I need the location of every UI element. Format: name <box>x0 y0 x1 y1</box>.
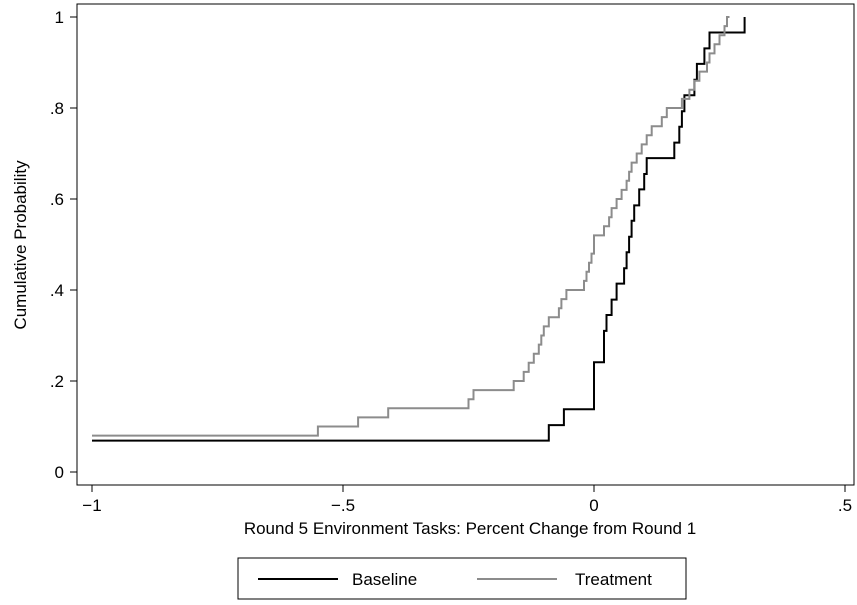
series-layer <box>92 16 746 442</box>
x-tick-label: 0 <box>589 496 598 515</box>
y-tick-label: .8 <box>50 99 64 118</box>
legend-label-baseline: Baseline <box>352 570 417 589</box>
legend-box <box>237 557 687 600</box>
y-tick-label: .2 <box>50 372 64 391</box>
y-tick-label: 0 <box>55 463 64 482</box>
y-axis-title: Cumulative Probability <box>11 160 30 330</box>
x-tick-label: .5 <box>838 496 852 515</box>
plot-frame <box>76 3 855 486</box>
x-axis-title: Round 5 Environment Tasks: Percent Chang… <box>244 519 696 538</box>
series-line-treatment <box>92 16 730 437</box>
x-tick-label: −.5 <box>331 496 355 515</box>
x-tick-label: −1 <box>82 496 101 515</box>
y-tick-label: 1 <box>55 8 64 27</box>
legend-label-treatment: Treatment <box>575 570 652 589</box>
x-axis: −1 −.5 0 .5 <box>82 485 852 515</box>
y-axis: 0 .2 .4 .6 .8 1 <box>50 8 77 482</box>
y-tick-label: .4 <box>50 281 64 300</box>
y-tick-label: .6 <box>50 190 64 209</box>
legend: Baseline Treatment <box>237 557 687 600</box>
series-line-baseline <box>92 17 746 442</box>
